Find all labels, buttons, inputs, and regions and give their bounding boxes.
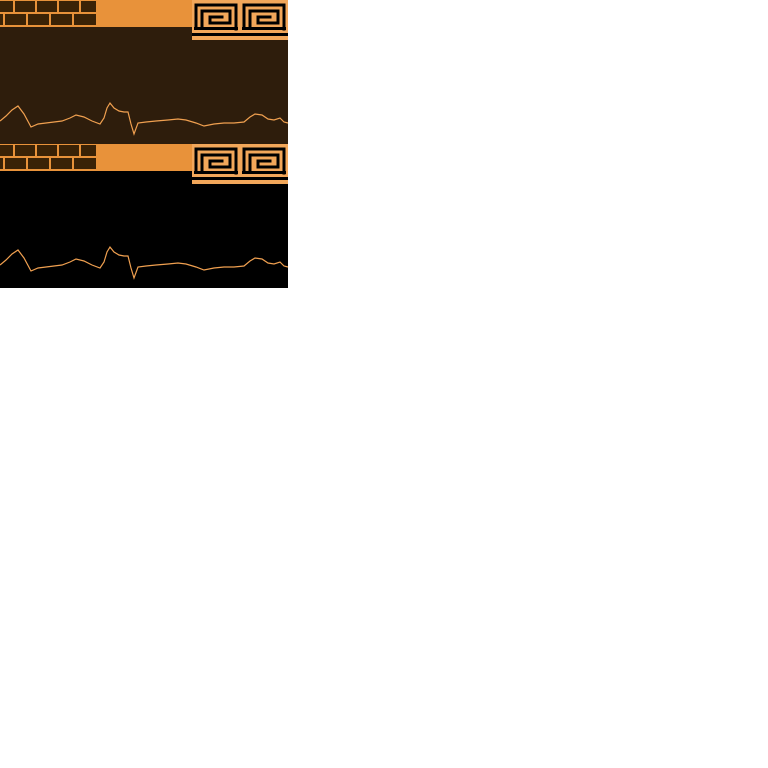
tileset-panel-black bbox=[0, 144, 288, 288]
ground-outline-icon bbox=[0, 101, 288, 136]
dark-brick-icon bbox=[0, 144, 96, 171]
tile-panel-svg bbox=[0, 0, 288, 144]
tileset-panel-brown bbox=[0, 0, 288, 144]
dark-brick-icon bbox=[0, 0, 96, 27]
orange-brick-icon bbox=[96, 0, 192, 27]
tile-panel-svg bbox=[0, 144, 288, 288]
tileset-atlas bbox=[0, 0, 288, 288]
orange-brick-icon bbox=[96, 144, 192, 171]
greek-key-meander-icon bbox=[192, 0, 288, 40]
greek-key-meander-icon bbox=[192, 144, 288, 184]
ground-outline-icon bbox=[0, 245, 288, 280]
